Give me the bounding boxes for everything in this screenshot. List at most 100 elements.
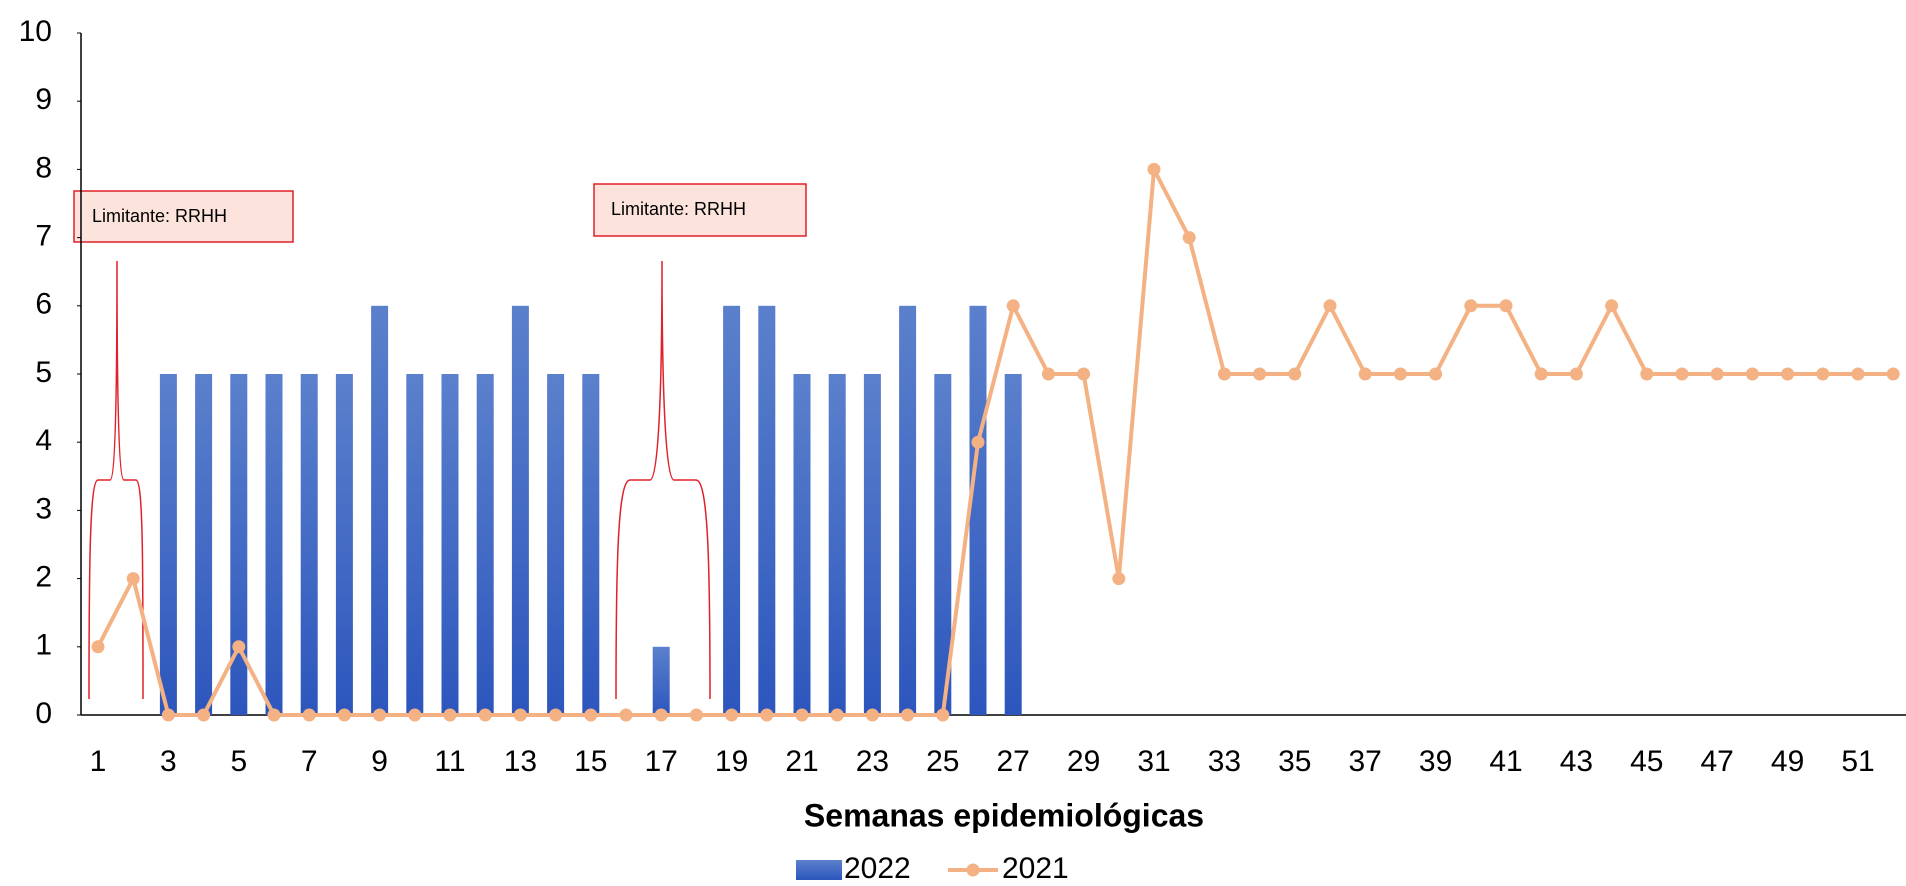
x-tick-label: 49 (1771, 745, 1804, 778)
annotation: Limitante: RRHH (92, 206, 227, 226)
marker (478, 708, 492, 722)
marker (408, 708, 422, 722)
x-tick-label: 9 (371, 745, 388, 778)
bar (723, 305, 741, 715)
marker (267, 708, 281, 722)
bar (793, 374, 811, 715)
marker (443, 708, 457, 722)
y-tick-label: 9 (35, 83, 52, 116)
x-tick-label: 37 (1349, 745, 1382, 778)
marker (91, 640, 105, 654)
annotation-brace (88, 260, 144, 700)
marker (1077, 367, 1091, 381)
x-tick-label: 39 (1419, 745, 1452, 778)
marker (373, 708, 387, 722)
x-tick-label: 17 (645, 745, 678, 778)
annotation-box (593, 183, 807, 237)
x-tick-label: 29 (1067, 745, 1100, 778)
bar (899, 305, 917, 715)
legend-label: 2022 (844, 852, 911, 885)
marker (232, 640, 246, 654)
x-tick-label: 27 (997, 745, 1030, 778)
x-tick-label: 7 (301, 745, 318, 778)
bar (934, 374, 952, 715)
x-tick-label: 19 (715, 745, 748, 778)
marker (1288, 367, 1302, 381)
marker (1851, 367, 1865, 381)
marker (1605, 299, 1619, 313)
marker (901, 708, 915, 722)
marker (725, 708, 739, 722)
marker (1429, 367, 1443, 381)
marker (971, 435, 985, 449)
bar (828, 374, 846, 715)
x-tick-label: 15 (574, 745, 607, 778)
x-tick-label: 31 (1137, 745, 1170, 778)
legend-swatch (796, 860, 842, 880)
x-tick-label: 43 (1560, 745, 1593, 778)
marker (161, 708, 175, 722)
marker (337, 708, 351, 722)
marker (1816, 367, 1830, 381)
x-axis-title: Semanas epidemiológicas (804, 797, 1204, 833)
bar (547, 374, 565, 715)
x-tick-label: 23 (856, 745, 889, 778)
marker (1675, 367, 1689, 381)
marker (619, 708, 633, 722)
marker (1253, 367, 1267, 381)
marker (1710, 367, 1724, 381)
marker (1112, 572, 1126, 586)
annotation-box (73, 190, 294, 243)
bar (758, 305, 776, 715)
bar (195, 374, 213, 715)
bar (300, 374, 318, 715)
y-tick-label: 6 (35, 288, 52, 321)
marker (760, 708, 774, 722)
marker (654, 708, 668, 722)
x-tick-label: 1 (90, 745, 107, 778)
marker (1393, 367, 1407, 381)
x-tick-label: 5 (230, 745, 247, 778)
marker (1147, 162, 1161, 176)
marker (1499, 299, 1513, 313)
marker (302, 708, 316, 722)
y-tick-label: 1 (35, 629, 52, 662)
bar (652, 646, 670, 715)
x-tick-label: 35 (1278, 745, 1311, 778)
marker (1745, 367, 1759, 381)
marker (795, 708, 809, 722)
marker (1006, 299, 1020, 313)
x-tick-label: 3 (160, 745, 177, 778)
x-tick-label: 41 (1489, 745, 1522, 778)
marker (936, 708, 950, 722)
marker (1464, 299, 1478, 313)
bar (335, 374, 353, 715)
x-tick-label: 21 (785, 745, 818, 778)
annotation: Limitante: RRHH (611, 199, 746, 219)
bar (159, 374, 177, 715)
line (96, 162, 1894, 717)
bar (582, 374, 600, 715)
marker (689, 708, 703, 722)
bar (230, 374, 248, 715)
bar (265, 374, 283, 715)
marker (1358, 367, 1372, 381)
y-tick-label: 4 (35, 424, 52, 457)
bar (476, 374, 494, 715)
y-tick-label: 7 (35, 220, 52, 253)
bar (406, 374, 424, 715)
x-tick-label: 33 (1208, 745, 1241, 778)
marker (1182, 231, 1196, 245)
marker (1569, 367, 1583, 381)
y-tick-label: 2 (35, 561, 52, 594)
x-tick-label: 13 (504, 745, 537, 778)
bar (511, 305, 529, 715)
y-tick-label: 8 (35, 151, 52, 184)
marker (1781, 367, 1795, 381)
y-tick-label: 10 (19, 15, 52, 48)
marker (1041, 367, 1055, 381)
x-tick-label: 11 (434, 745, 465, 778)
y-tick-label: 0 (35, 697, 52, 730)
marker (584, 708, 598, 722)
y-tick-label: 5 (35, 356, 52, 389)
